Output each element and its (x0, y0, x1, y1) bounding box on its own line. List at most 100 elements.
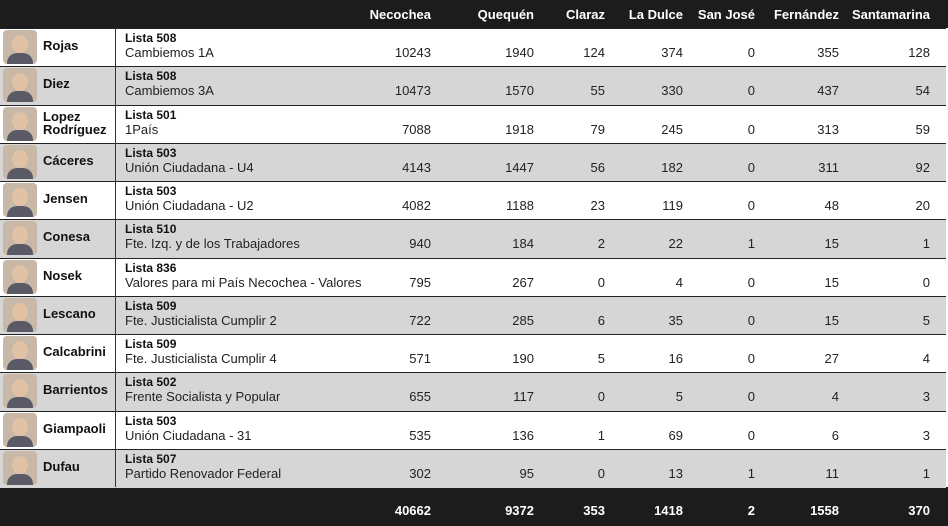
avatar (3, 297, 37, 332)
vote-count: 245 (661, 121, 683, 137)
party-name: Unión Ciudadana - U4 (125, 159, 254, 175)
party-name: 1País (125, 121, 159, 137)
vote-count: 3 (922, 427, 930, 443)
avatar (3, 374, 37, 409)
vote-count: 302 (409, 465, 431, 481)
candidate-name: Cáceres (43, 152, 94, 168)
vote-count: 0 (747, 312, 755, 328)
vote-count: 136 (512, 427, 534, 443)
column-header: La Dulce (628, 7, 683, 22)
vote-count: 69 (668, 427, 683, 443)
vote-count: 79 (590, 121, 605, 137)
table-row (0, 295, 946, 335)
vote-count: 13 (668, 465, 683, 481)
vote-count: 0 (922, 274, 930, 290)
list-number: Lista 503 (125, 413, 177, 428)
table-row (0, 257, 946, 297)
candidate-name: Dufau (43, 458, 80, 474)
vote-count: 10243 (394, 45, 431, 60)
column-header: Santamarina (851, 7, 930, 22)
list-number: Lista 503 (125, 184, 177, 198)
vote-count: 1 (747, 236, 755, 252)
party-name: Fte. Justicialista Cumplir 4 (125, 351, 277, 366)
column-header: Necochea (369, 7, 431, 22)
candidate-name: Diez (43, 76, 70, 92)
vote-count: 437 (817, 83, 839, 99)
column-divider (115, 257, 116, 296)
vote-count: 92 (915, 159, 930, 175)
vote-count: 4 (831, 389, 839, 405)
vote-count: 5 (597, 351, 605, 366)
vote-count: 1 (597, 427, 605, 443)
table-row (0, 219, 946, 259)
vote-count: 5 (675, 389, 683, 405)
totals-bar (0, 487, 948, 526)
vote-count: 0 (597, 389, 605, 405)
vote-count: 374 (661, 45, 683, 60)
avatar (3, 412, 37, 447)
candidate-name: Jensen (43, 191, 88, 206)
total-count: 370 (908, 503, 930, 518)
total-count: 1558 (810, 503, 839, 518)
vote-count: 535 (409, 427, 431, 443)
avatar (3, 336, 37, 370)
table-row (0, 372, 946, 412)
vote-count: 1188 (506, 198, 534, 213)
list-number: Lista 836 (125, 260, 177, 275)
vote-count: 35 (668, 312, 683, 328)
vote-count: 0 (597, 465, 605, 481)
candidate-name: Lopez Rodríguez (43, 108, 107, 137)
candidate-name: Giampaoli (43, 420, 106, 436)
column-header: San José (697, 7, 755, 22)
vote-count: 27 (824, 351, 839, 366)
vote-count: 4 (922, 351, 930, 366)
total-count: 40662 (394, 503, 431, 518)
table-row (0, 448, 946, 488)
vote-count: 1940 (505, 45, 534, 60)
column-divider (115, 181, 116, 220)
vote-count: 0 (747, 427, 755, 443)
vote-count: 0 (747, 274, 755, 290)
vote-count: 124 (583, 45, 605, 60)
list-number: Lista 509 (125, 298, 177, 313)
avatar (3, 221, 37, 256)
vote-count: 119 (662, 198, 683, 213)
total-count: 1418 (654, 503, 683, 518)
list-number: Lista 501 (125, 107, 177, 122)
column-header: Claraz (565, 7, 605, 22)
vote-count: 182 (661, 159, 683, 175)
column-divider (115, 448, 116, 487)
vote-count: 722 (409, 312, 431, 328)
avatar (3, 183, 37, 217)
vote-count: 0 (747, 351, 755, 366)
table-row (0, 410, 946, 450)
vote-count: 1 (922, 236, 930, 252)
vote-count: 15 (824, 312, 839, 328)
vote-count: 940 (409, 236, 431, 252)
vote-count: 20 (915, 198, 930, 213)
vote-count: 23 (590, 198, 605, 213)
avatar (3, 68, 37, 103)
list-number: Lista 508 (125, 31, 177, 45)
list-number: Lista 508 (125, 69, 177, 84)
total-count: 353 (583, 503, 605, 518)
party-name: Frente Socialista y Popular (125, 389, 281, 405)
vote-count: 355 (817, 45, 839, 60)
party-name: Cambiemos 3A (125, 83, 214, 99)
list-number: Lista 502 (125, 375, 177, 390)
party-name: Unión Ciudadana - 31 (125, 427, 252, 443)
avatar (3, 106, 37, 141)
vote-count: 313 (817, 121, 839, 137)
vote-count: 0 (597, 274, 605, 290)
column-divider (115, 142, 116, 181)
candidate-name: Barrientos (43, 382, 109, 398)
vote-count: 10473 (394, 83, 431, 99)
vote-count: 1 (747, 465, 755, 481)
column-header: Quequén (477, 7, 534, 22)
list-number: Lista 507 (125, 451, 177, 466)
vote-count: 6 (597, 312, 605, 328)
vote-count: 55 (590, 83, 605, 99)
vote-count: 56 (590, 159, 605, 175)
vote-count: 22 (668, 236, 683, 252)
